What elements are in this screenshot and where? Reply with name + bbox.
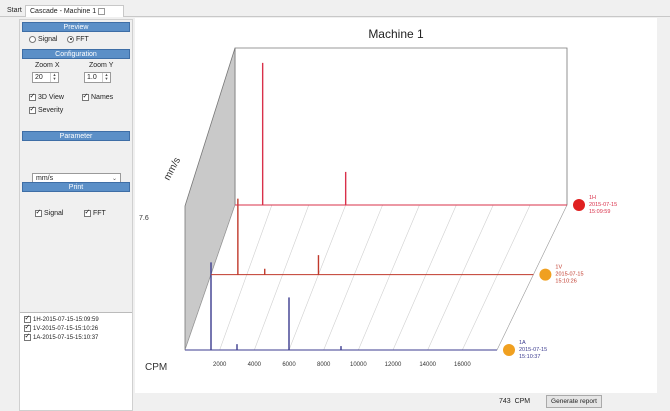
checkbox-icon: [82, 92, 89, 101]
floor-grid-line: [427, 204, 494, 351]
checkbox-icon: [29, 92, 36, 101]
cpm-value: 743: [499, 398, 511, 405]
generate-report-button[interactable]: Generate report: [546, 395, 602, 408]
checkbox-icon: [84, 208, 91, 217]
tab-close-icon[interactable]: [98, 7, 106, 15]
print-fft-checkbox[interactable]: FFT: [84, 208, 106, 218]
series-label-line: 15:10:37: [519, 354, 540, 360]
x-tick-label: 14000: [419, 362, 436, 368]
zoom-x-stepper[interactable]: 20 ▲ ▼: [32, 72, 59, 83]
zoom-y-label: Zoom Y: [89, 62, 114, 69]
x-axis-label: CPM: [145, 362, 167, 373]
floor-grid-line: [288, 204, 346, 351]
measurement-label: 1V-2015-07-15-15:10:26: [33, 326, 99, 333]
chevron-down-icon: ⌄: [111, 176, 117, 182]
floor-grid-line: [392, 204, 457, 351]
series-label-line: 2015-07-15: [519, 347, 547, 353]
floor-plane: [184, 204, 568, 351]
checkbox-icon: [24, 324, 31, 332]
print-fft-label: FFT: [93, 210, 106, 217]
checkbox-icon: [35, 208, 42, 217]
measurement-item[interactable]: 1V-2015-07-15-15:10:26: [24, 324, 99, 333]
names-checkbox[interactable]: Names: [82, 92, 114, 102]
x-tick-label: 4000: [248, 362, 262, 368]
y-axis-label: mm/s: [162, 156, 183, 183]
chart-title: Machine 1: [368, 27, 424, 41]
zoom-y-stepper[interactable]: 1.0 ▲ ▼: [84, 72, 111, 83]
cpm-unit: CPM: [514, 398, 531, 405]
view3d-checkbox[interactable]: 3D View: [29, 92, 64, 102]
severity-indicator: [539, 268, 552, 281]
zoom-x-label: Zoom X: [35, 62, 60, 69]
measurement-item[interactable]: 1H-2015-07-15-15:09:59: [24, 315, 99, 324]
severity-indicator: [573, 199, 585, 211]
severity-indicator: [503, 344, 515, 356]
status-bar: 743 CPM Generate report: [135, 393, 670, 411]
view3d-label: 3D View: [38, 94, 64, 101]
configuration-heading: Configuration: [22, 49, 130, 59]
checkbox-icon: [29, 105, 36, 114]
preview-fft-radio[interactable]: FFT: [67, 35, 89, 44]
measurement-label: 1A-2015-07-15-15:10:37: [33, 335, 99, 342]
severity-checkbox[interactable]: Severity: [29, 105, 64, 115]
settings-panel: Preview Signal FFT Configuration Zoom X …: [19, 19, 133, 411]
series-label-line: 2015-07-15: [589, 202, 617, 208]
x-tick-label: 12000: [385, 362, 402, 368]
series-label-line: 1A: [519, 340, 526, 346]
series-label-line: 1H: [589, 195, 596, 201]
cpm-readout: 743 CPM: [499, 396, 530, 408]
preview-signal-label: Signal: [38, 36, 58, 43]
x-tick-label: 8000: [317, 362, 331, 368]
floor-grid-line: [462, 204, 531, 351]
x-tick-label: 2000: [213, 362, 227, 368]
measurement-item[interactable]: 1A-2015-07-15-15:10:37: [24, 333, 99, 342]
tab-cascade-machine-1[interactable]: Cascade - Machine 1: [25, 5, 124, 17]
preview-heading: Preview: [22, 22, 130, 32]
measurement-label: 1H-2015-07-15-15:09:59: [33, 317, 99, 324]
x-tick-label: 6000: [282, 362, 296, 368]
x-tick-label: 16000: [454, 362, 471, 368]
print-signal-checkbox[interactable]: Signal: [35, 208, 64, 218]
x-tick-label: 10000: [350, 362, 367, 368]
stepper-arrows-icon[interactable]: ▲ ▼: [102, 73, 110, 82]
preview-signal-radio[interactable]: Signal: [29, 35, 57, 44]
print-signal-label: Signal: [44, 210, 64, 217]
cascade-chart[interactable]: Machine 1 2000 4000 6000 8000 10000 12000 1400…: [135, 18, 657, 393]
stepper-arrows-icon[interactable]: ▲ ▼: [50, 73, 58, 82]
parameter-value: mm/s: [36, 175, 54, 182]
radio-icon: [29, 35, 36, 43]
series-label-line: 15:09:59: [589, 209, 610, 215]
parameter-heading: Parameter: [22, 131, 130, 141]
back-wall: [234, 47, 568, 206]
series-label-line: 1V: [555, 265, 562, 271]
series-label-line: 2015-07-15: [555, 272, 583, 278]
floor-grid-line: [323, 204, 383, 351]
names-label: Names: [91, 94, 114, 101]
checkbox-icon: [24, 333, 31, 341]
series-label-line: 15:10:26: [555, 279, 576, 285]
severity-label: Severity: [38, 107, 64, 114]
floor-grid-line: [358, 204, 420, 351]
zoom-x-value: 20: [35, 74, 43, 81]
tab-cascade-label: Cascade - Machine 1: [30, 8, 97, 15]
checkbox-icon: [24, 315, 31, 323]
y-max-label: 7.6: [139, 215, 149, 222]
floor-grid-line: [254, 204, 310, 351]
tab-strip: Start Cascade - Machine 1: [0, 0, 670, 17]
print-heading: Print: [22, 182, 130, 192]
cascade-plot: 2000 4000 6000 8000 10000 12000 14000 16000 CPM m…: [139, 47, 617, 373]
zoom-y-value: 1.0: [87, 74, 97, 81]
measurement-list: 1H-2015-07-15-15:09:59 1V-2015-07-15-15:…: [20, 312, 132, 410]
tab-start[interactable]: Start: [7, 7, 22, 14]
radio-icon: [67, 35, 74, 43]
floor-grid-line: [219, 204, 273, 351]
preview-fft-label: FFT: [76, 36, 89, 43]
